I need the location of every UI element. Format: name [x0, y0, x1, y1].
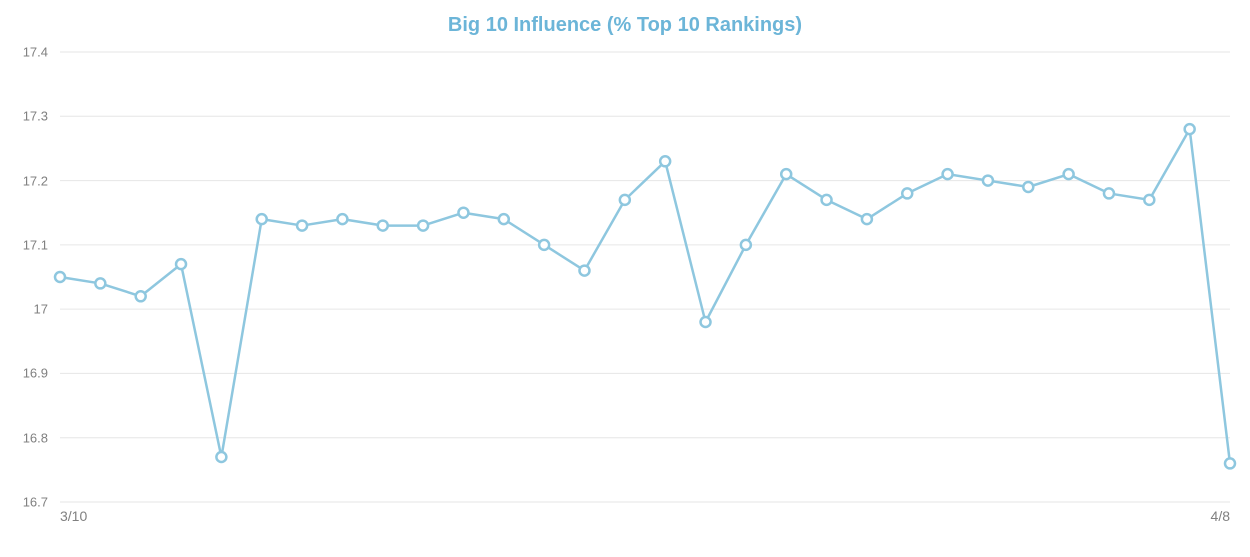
- chart-svg: [0, 0, 1250, 557]
- data-point: [257, 214, 267, 224]
- data-point: [95, 278, 105, 288]
- data-point: [862, 214, 872, 224]
- data-point: [499, 214, 509, 224]
- y-tick-label: 17.4: [0, 45, 48, 60]
- x-tick-label: 3/10: [60, 508, 87, 524]
- data-point: [297, 221, 307, 231]
- series-line: [60, 129, 1230, 463]
- data-point: [660, 156, 670, 166]
- data-point: [1064, 169, 1074, 179]
- data-point: [902, 188, 912, 198]
- data-point: [337, 214, 347, 224]
- data-point: [1023, 182, 1033, 192]
- data-point: [579, 266, 589, 276]
- data-point: [620, 195, 630, 205]
- y-tick-label: 17: [0, 302, 48, 317]
- data-point: [781, 169, 791, 179]
- data-point: [418, 221, 428, 231]
- data-point: [539, 240, 549, 250]
- data-point: [822, 195, 832, 205]
- x-tick-label: 4/8: [1211, 508, 1230, 524]
- y-tick-label: 17.3: [0, 109, 48, 124]
- data-point: [1104, 188, 1114, 198]
- data-point: [55, 272, 65, 282]
- data-point: [1144, 195, 1154, 205]
- data-point: [216, 452, 226, 462]
- data-point: [458, 208, 468, 218]
- y-tick-label: 17.1: [0, 237, 48, 252]
- data-point: [176, 259, 186, 269]
- data-point: [741, 240, 751, 250]
- y-tick-label: 16.8: [0, 430, 48, 445]
- data-point: [378, 221, 388, 231]
- data-point: [701, 317, 711, 327]
- chart-container: Big 10 Influence (% Top 10 Rankings) 16.…: [0, 0, 1250, 557]
- data-point: [1185, 124, 1195, 134]
- data-point: [983, 176, 993, 186]
- y-tick-label: 16.7: [0, 495, 48, 510]
- y-tick-label: 16.9: [0, 366, 48, 381]
- data-point: [943, 169, 953, 179]
- data-point: [136, 291, 146, 301]
- data-point: [1225, 458, 1235, 468]
- y-tick-label: 17.2: [0, 173, 48, 188]
